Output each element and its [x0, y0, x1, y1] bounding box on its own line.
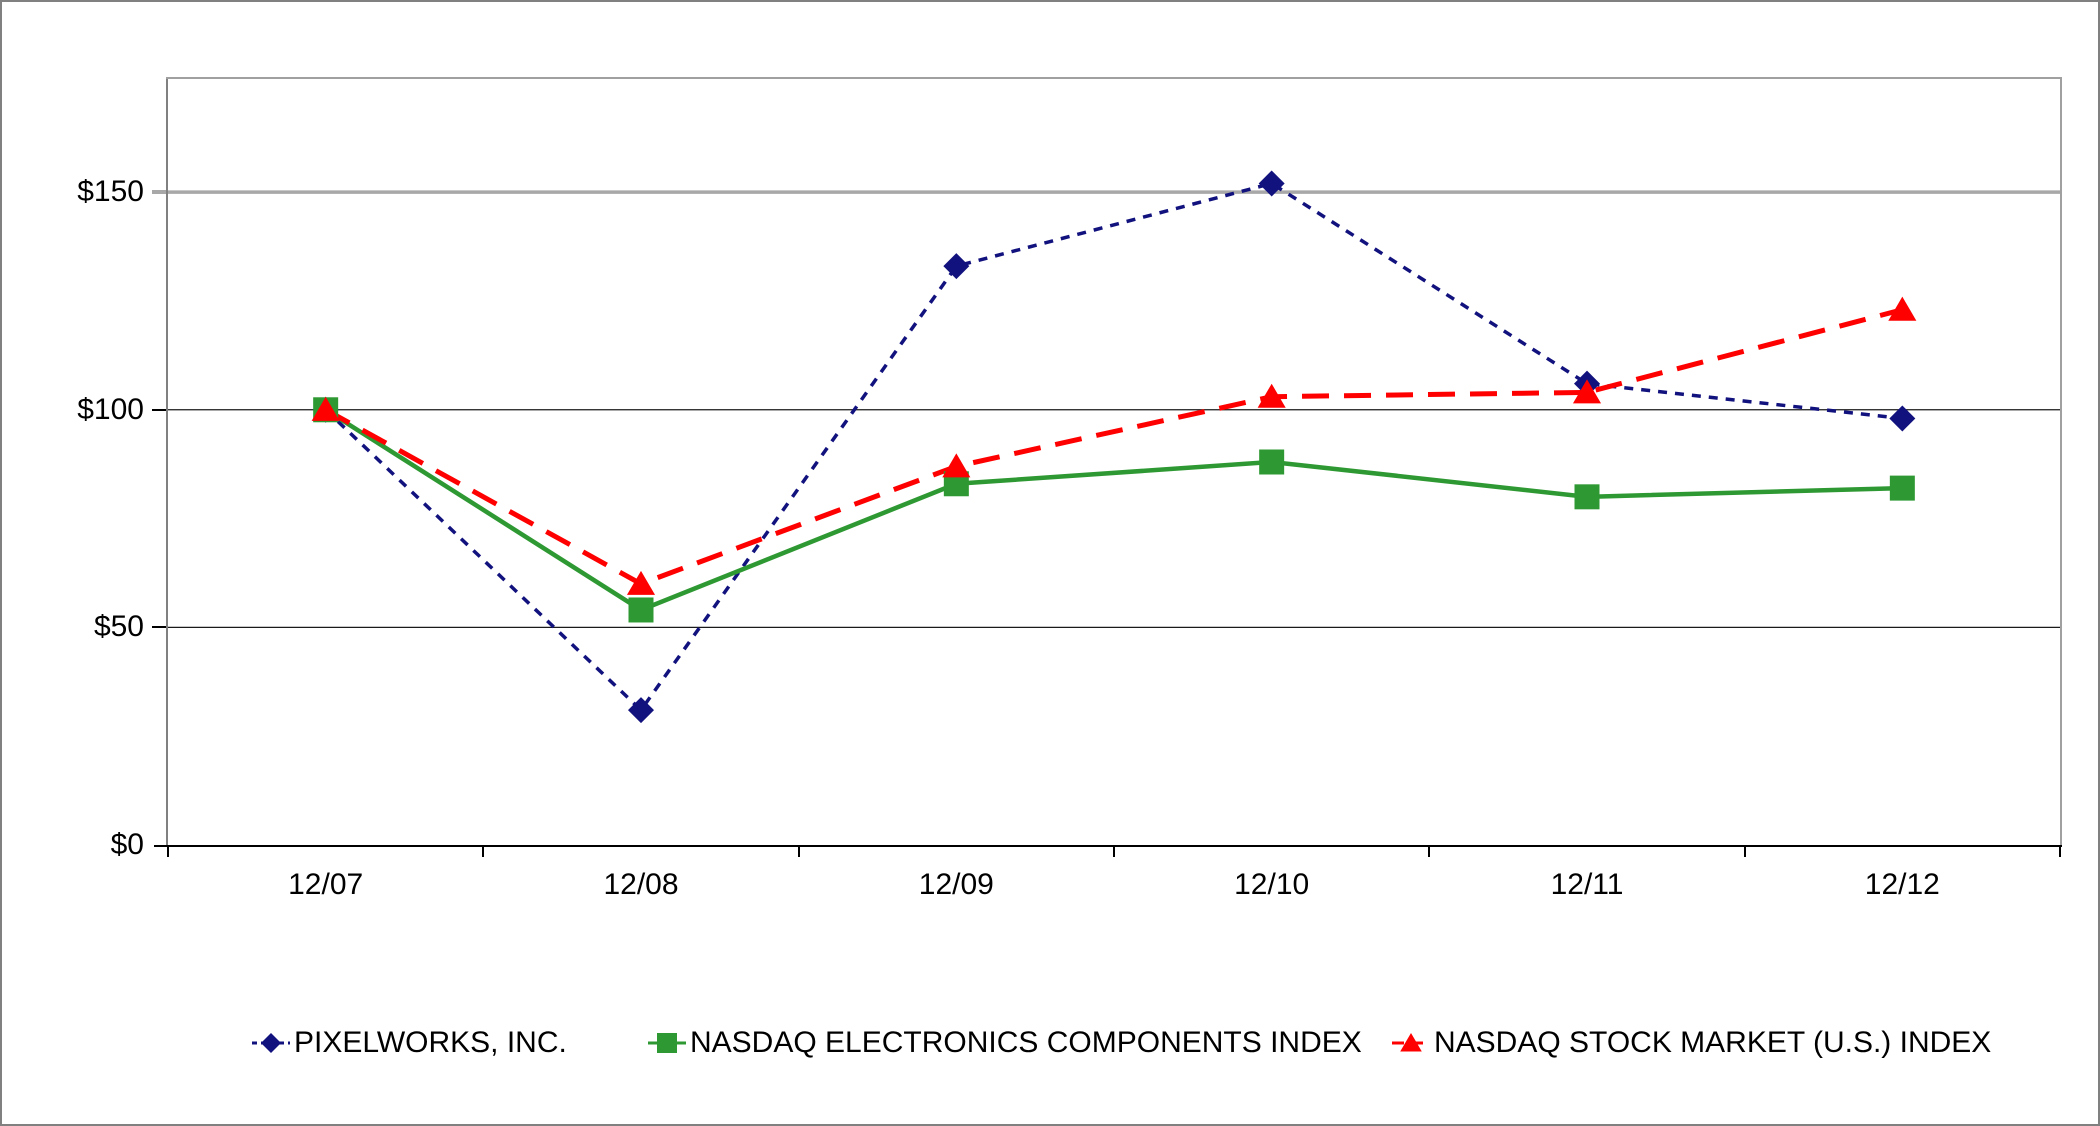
marker-square — [1574, 484, 1600, 510]
x-axis-tick — [482, 847, 485, 857]
series-line — [324, 181, 1903, 713]
y-axis-tick — [152, 626, 166, 629]
x-axis-label: 12/09 — [918, 868, 994, 901]
x-axis-line — [154, 845, 2062, 847]
marker-diamond — [1258, 170, 1285, 197]
series-line — [324, 407, 1903, 613]
series-line — [324, 307, 1903, 587]
legend-item-nasdaq-us: NASDAQ STOCK MARKET (U.S.) INDEX — [1392, 1021, 1991, 1065]
x-axis-tick — [1428, 847, 1431, 857]
marker-triangle — [1257, 383, 1286, 408]
marker-triangle — [1572, 379, 1602, 404]
marker-triangle — [1400, 1033, 1422, 1052]
x-axis-label: 12/12 — [1864, 868, 1940, 901]
legend-item-pixelworks: PIXELWORKS, INC. — [252, 1021, 567, 1065]
plot-svg — [168, 170, 2060, 724]
legend-key-square-icon — [648, 1028, 686, 1058]
legend-label: NASDAQ ELECTRONICS COMPONENTS INDEX — [690, 1026, 1362, 1059]
y-axis-label: $150 — [77, 175, 144, 209]
plot-area — [168, 79, 2060, 845]
legend-label: PIXELWORKS, INC. — [294, 1026, 567, 1059]
x-axis-tick — [1743, 847, 1746, 857]
legend-label: NASDAQ STOCK MARKET (U.S.) INDEX — [1434, 1026, 1992, 1059]
y-axis-label: $100 — [77, 392, 144, 426]
plot-border-right — [2060, 79, 2062, 845]
legend-key-triangle-icon — [1392, 1028, 1430, 1058]
marker-diamond — [261, 1033, 281, 1053]
x-axis-label: 12/11 — [1550, 868, 1624, 901]
y-axis-tick — [152, 408, 166, 411]
legend-key-diamond-icon — [252, 1028, 290, 1058]
marker-triangle — [626, 570, 656, 595]
y-axis-label: $0 — [110, 828, 144, 861]
marker-square — [657, 1033, 677, 1053]
x-axis-tick — [797, 847, 800, 857]
x-axis-label: 12/08 — [603, 868, 679, 901]
marker-square — [628, 597, 654, 623]
x-axis-tick — [1113, 847, 1115, 857]
x-axis-label: 12/10 — [1234, 868, 1310, 901]
marker-diamond — [943, 253, 970, 280]
marker-triangle — [311, 396, 340, 421]
x-axis-tick — [2059, 847, 2061, 857]
x-axis-label: 12/07 — [288, 868, 364, 901]
y-axis-line — [166, 79, 168, 845]
marker-triangle — [942, 453, 971, 478]
marker-diamond — [628, 697, 654, 724]
marker-square — [1259, 449, 1285, 475]
y-axis-label: $50 — [93, 610, 144, 644]
legend-item-nasdaq-electronics: NASDAQ ELECTRONICS COMPONENTS INDEX — [648, 1021, 1362, 1065]
marker-triangle — [1888, 296, 1917, 321]
plot-border-top — [166, 77, 2062, 79]
y-axis-tick — [152, 190, 166, 194]
marker-diamond — [1889, 405, 1916, 432]
marker-square — [1889, 475, 1915, 501]
x-axis-tick — [167, 847, 169, 857]
